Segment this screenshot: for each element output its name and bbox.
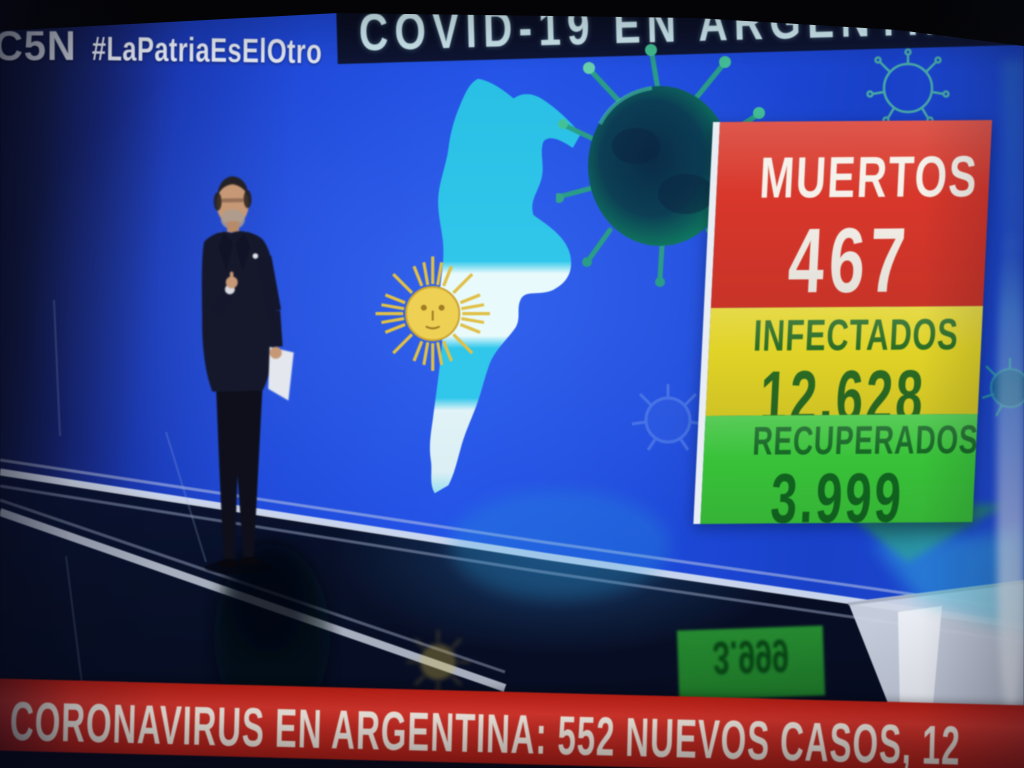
stat-infected: INFECTADOS 12.628 [705, 306, 984, 416]
recovered-label: RECUPERADOS [751, 418, 978, 464]
deaths-label: MUERTOS [758, 144, 980, 211]
green-panel-reflection: 3.999 [676, 625, 826, 701]
deaths-value: 467 [785, 209, 913, 308]
stat-recovered: RECUPERADOS 3.999 [700, 414, 978, 524]
stat-deaths: MUERTOS 467 [710, 120, 993, 308]
sun-reflection [406, 630, 470, 694]
covid-stats-panel: MUERTOS 467 INFECTADOS 12.628 RECUPERADO… [693, 120, 993, 524]
reflected-recovered-value: 3.999 [711, 629, 790, 685]
recovered-value: 3.999 [769, 458, 906, 524]
news-presenter [201, 176, 294, 575]
infected-value: 12.628 [757, 354, 928, 416]
screen-glare-streak-top [1002, 60, 1024, 250]
infected-label: INFECTADOS [752, 310, 960, 361]
screen-glare-streak [997, 225, 1024, 713]
